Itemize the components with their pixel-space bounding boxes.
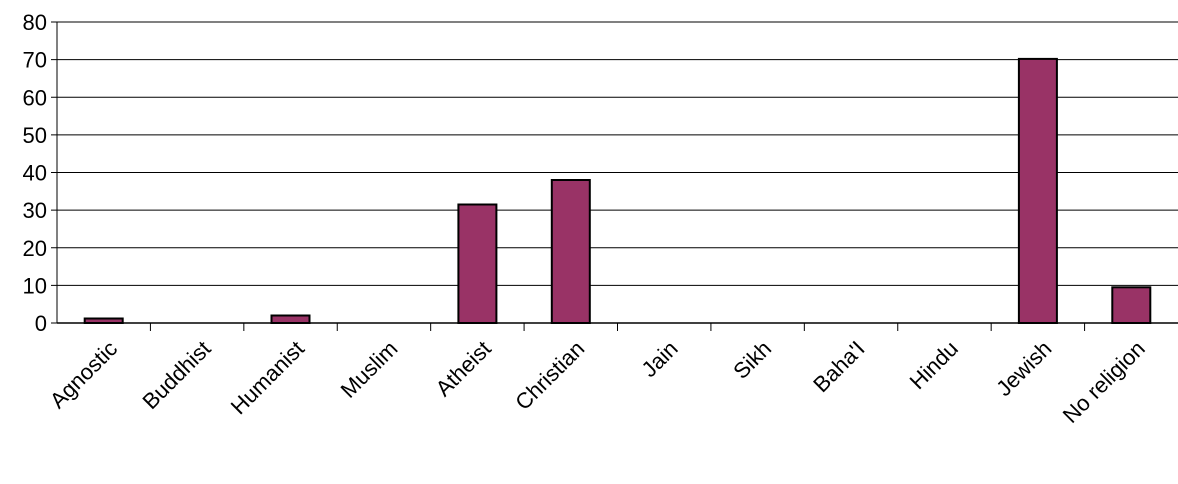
x-category-label: Buddhist xyxy=(137,336,215,414)
y-tick-label: 80 xyxy=(23,10,47,35)
bars xyxy=(83,57,1152,325)
x-category-label: Jewish xyxy=(991,336,1056,401)
bar-humanist xyxy=(270,314,311,324)
y-tick-label: 70 xyxy=(23,48,47,73)
bar-no-religion xyxy=(1111,286,1152,324)
bar-atheist xyxy=(457,203,498,324)
y-tick-label: 10 xyxy=(23,273,47,298)
x-category-label: Jain xyxy=(637,336,683,382)
x-axis-labels: Agnostic Buddhist Humanist Muslim Atheist Chr… xyxy=(45,336,1150,428)
x-category-label: Christian xyxy=(510,336,589,415)
x-category-label: Sikh xyxy=(728,336,776,384)
gridlines xyxy=(57,21,1178,286)
y-tick-label: 50 xyxy=(23,123,47,148)
x-category-label: Hindu xyxy=(905,336,963,394)
x-category-label: Agnostic xyxy=(45,336,122,413)
bar-jewish xyxy=(1017,57,1058,325)
y-tick-label: 40 xyxy=(23,161,47,186)
x-category-label: Baha'I xyxy=(808,336,869,397)
x-category-label: Humanist xyxy=(226,336,309,419)
y-tick-label: 20 xyxy=(23,236,47,261)
bar-christian xyxy=(550,179,591,324)
y-tick-label: 60 xyxy=(23,85,47,110)
y-tick-label: 30 xyxy=(23,198,47,223)
x-category-label: Atheist xyxy=(431,336,496,401)
y-tick-label: 0 xyxy=(35,311,47,336)
x-category-label: No religion xyxy=(1058,336,1150,428)
y-axis-ticks: 0 10 20 30 40 50 60 70 80 xyxy=(23,10,57,336)
x-category-label: Muslim xyxy=(336,336,403,403)
axes xyxy=(56,22,1178,331)
